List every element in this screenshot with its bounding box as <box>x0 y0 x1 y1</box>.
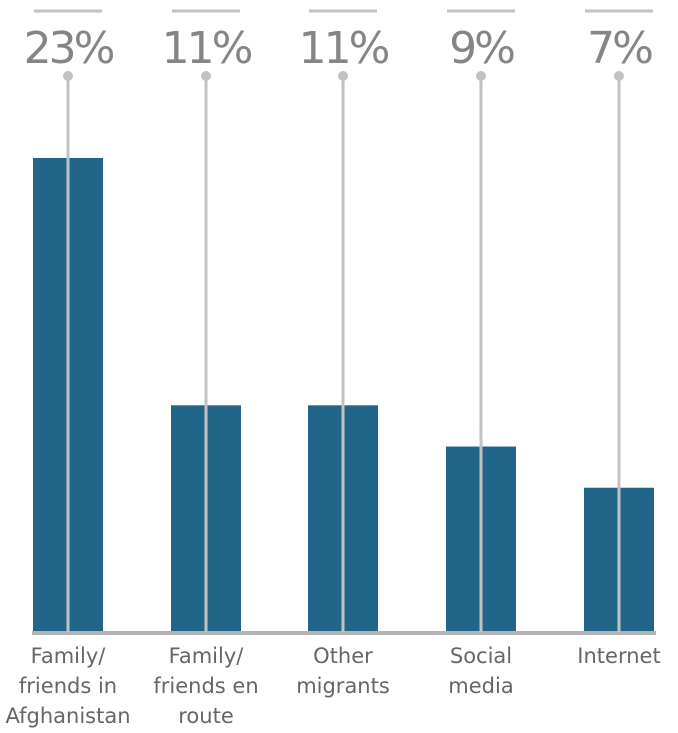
bar-stem-dot-2 <box>338 71 348 81</box>
bar-stem-dot-3 <box>476 71 486 81</box>
category-label-2: Other migrants <box>296 644 390 698</box>
bar-stem-dot-4 <box>614 71 624 81</box>
category-label-line: migrants <box>296 674 390 698</box>
labels-layer: 23% Family/friends in Afghanistan 11% Family… <box>5 9 661 728</box>
category-label-line: media <box>448 674 513 698</box>
category-label-line: Afghanistan <box>5 704 130 728</box>
value-label-1: 11% <box>162 23 252 74</box>
category-label-0: Family/friends in Afghanistan <box>5 644 130 728</box>
value-label-0: 23% <box>24 23 114 74</box>
category-label-line: Internet <box>577 644 660 668</box>
category-label-4: Internet <box>577 644 660 668</box>
value-label-2: 11% <box>299 23 389 74</box>
category-label-line: friends en <box>153 674 258 698</box>
category-label-line: friends in <box>19 674 117 698</box>
value-label-4: 7% <box>587 23 652 74</box>
category-label-line: Other <box>313 644 373 668</box>
category-label-1: Family/friends en route <box>153 644 258 728</box>
category-label-line: Family/ <box>169 644 245 668</box>
category-label-3: Social media <box>448 644 513 698</box>
bar-stem-dot-1 <box>201 71 211 81</box>
category-label-line: Family/ <box>31 644 107 668</box>
category-label-line: route <box>178 704 233 728</box>
bar-stem-dot-0 <box>63 71 73 81</box>
category-label-line: Social <box>450 644 512 668</box>
value-label-3: 9% <box>449 23 514 74</box>
